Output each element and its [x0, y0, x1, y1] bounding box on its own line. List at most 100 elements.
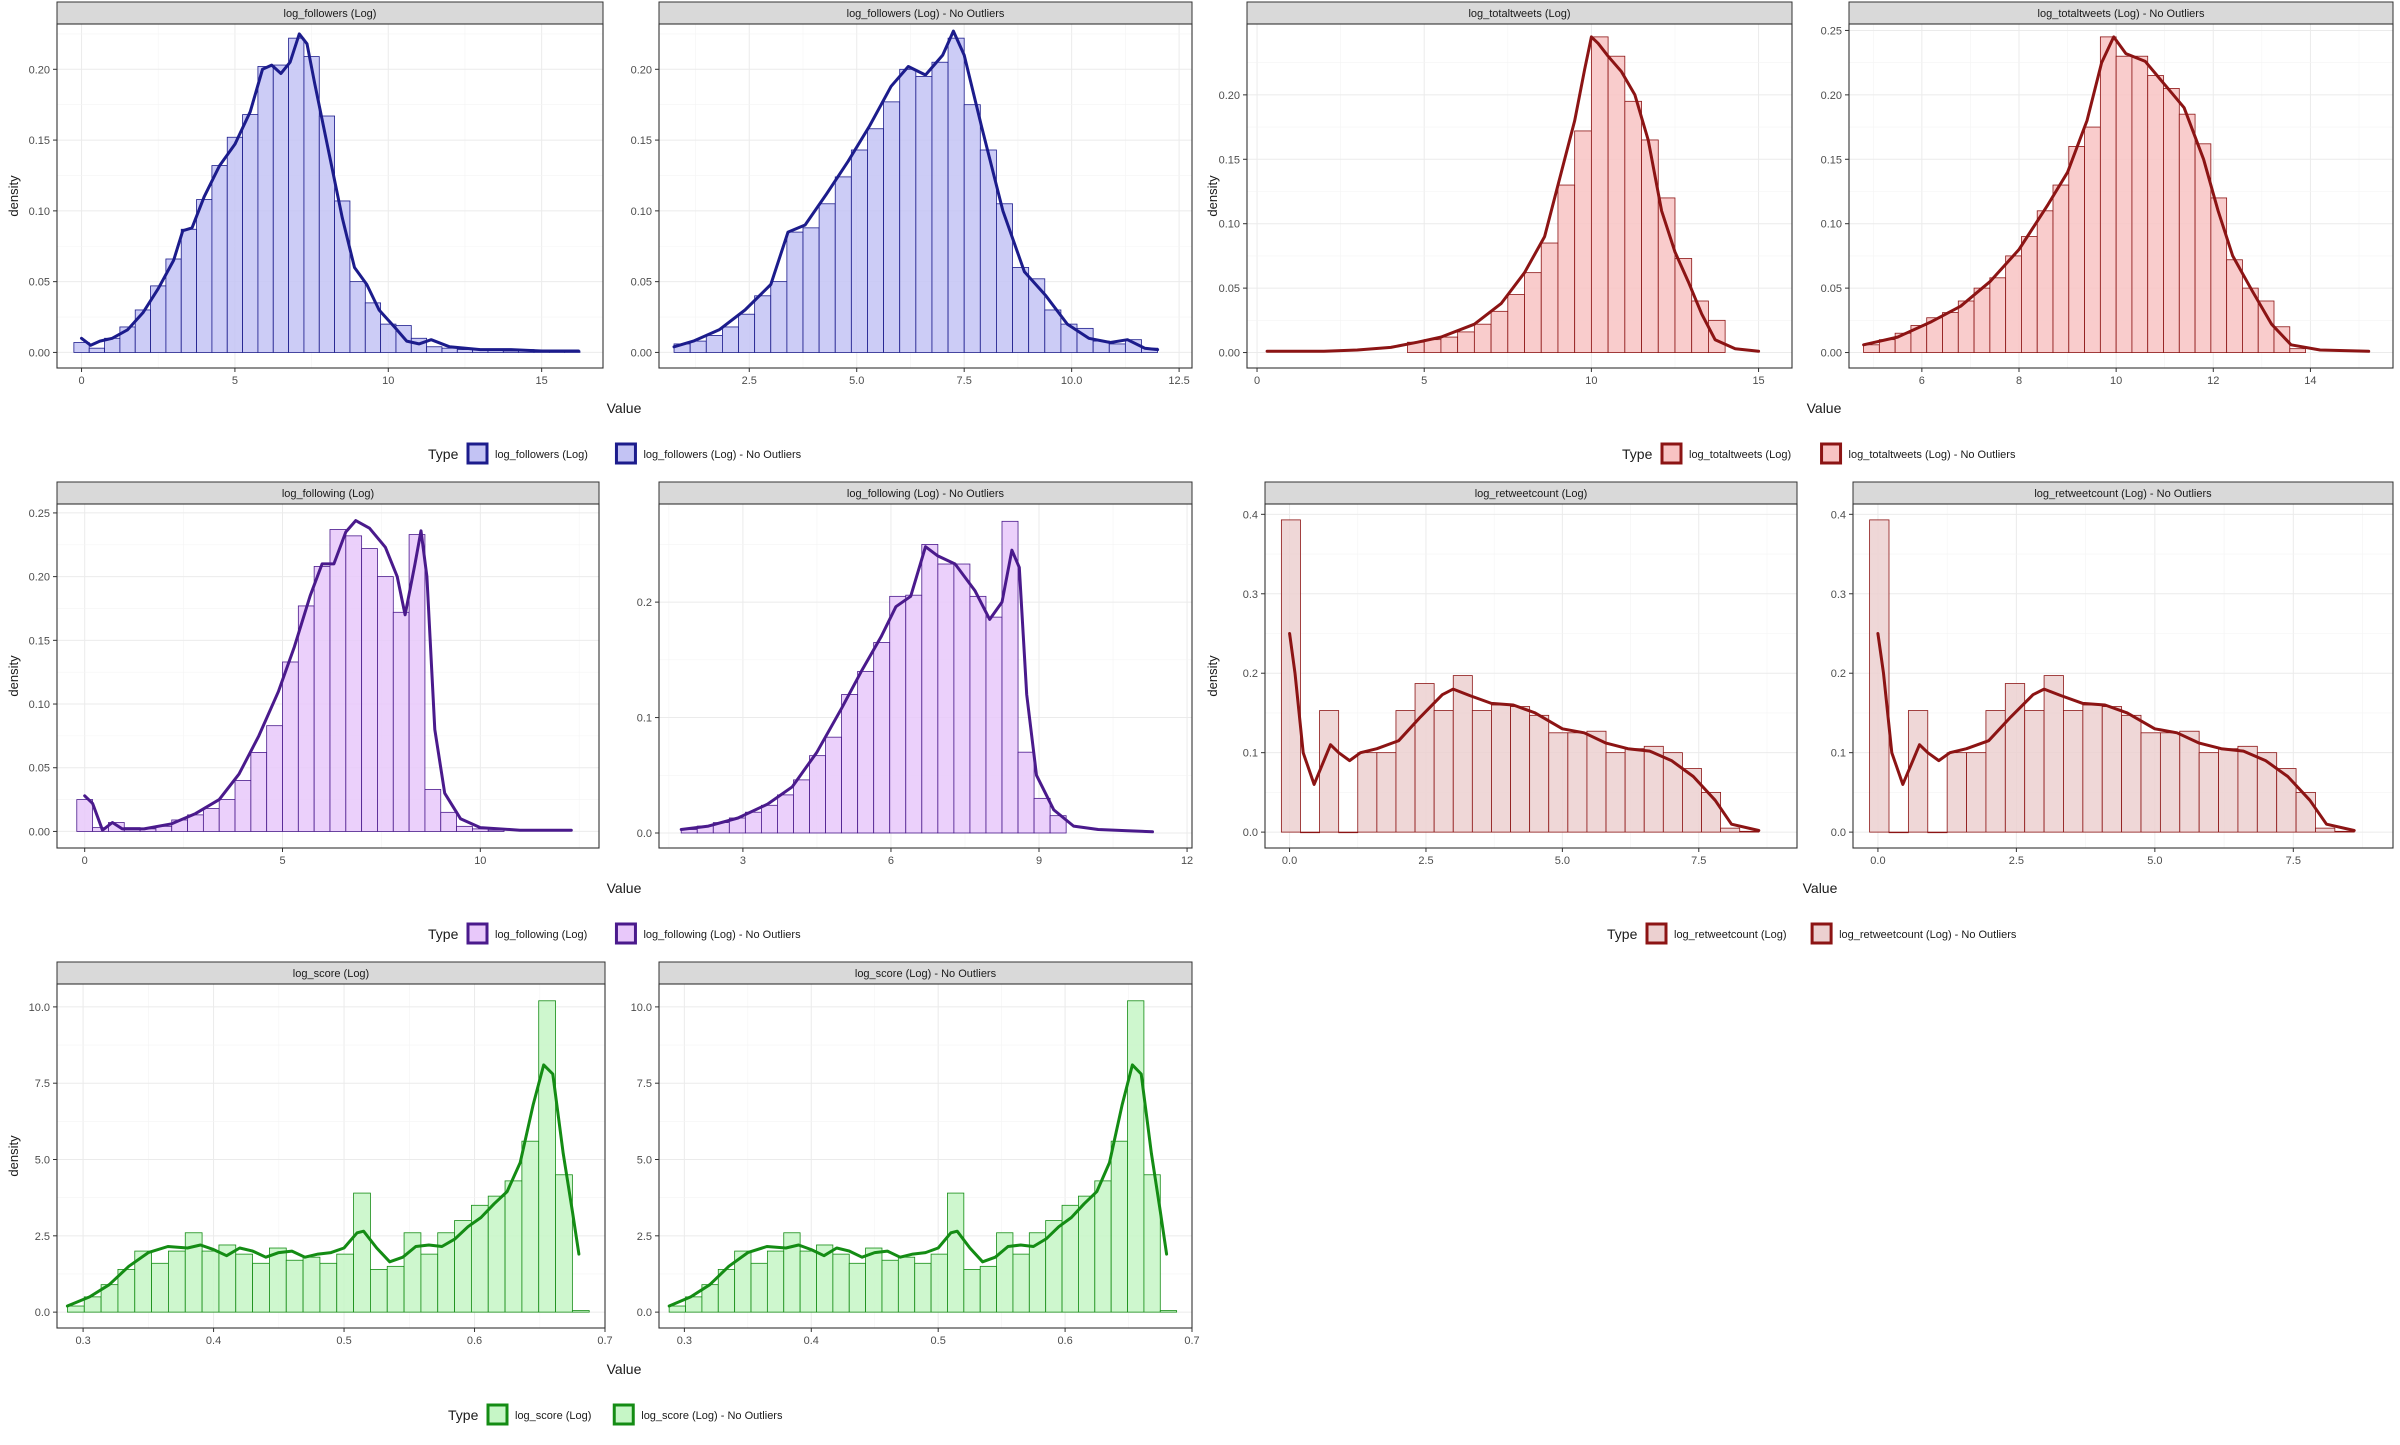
legend: Type log_following (Log) log_following (Lo…: [428, 922, 801, 945]
x-tick-label: 0.4: [804, 1335, 819, 1347]
y-axis: 0.0 0.1 0.2: [637, 597, 659, 840]
x-tick-label: 0.5: [336, 1335, 351, 1347]
y-tick-label: 0.0: [637, 828, 652, 840]
histogram-bars: [1280, 519, 1760, 834]
legend-swatch: [1660, 442, 1683, 465]
facet-title: log_retweetcount (Log): [1475, 488, 1588, 500]
histogram-bar: [867, 128, 884, 353]
histogram-bar: [738, 313, 756, 353]
y-axis: 0.0 2.5 5.0 7.5 10.0: [29, 1002, 57, 1319]
y-axis-title: density: [6, 655, 21, 697]
x-axis: 0 5 10: [82, 848, 486, 867]
facet-title: log_followers (Log): [284, 8, 377, 20]
density-curve: [65, 1063, 581, 1308]
x-axis-title: Value: [607, 880, 642, 896]
y-tick-label: 0.20: [29, 64, 50, 76]
y-tick-label: 0.00: [29, 347, 50, 359]
panel-border: [1848, 23, 2394, 369]
histogram-bar: [318, 115, 336, 353]
histogram-bar: [2036, 210, 2054, 353]
histogram-bar: [1510, 706, 1531, 833]
histogram-bar: [889, 595, 907, 834]
legend-swatch: [1810, 922, 1833, 945]
histogram-bar: [1662, 752, 1683, 833]
y-tick-label: 0.15: [1219, 154, 1240, 166]
x-tick-label: 15: [1752, 375, 1764, 387]
histogram-bar: [1548, 732, 1569, 833]
facet-title: log_totaltweets (Log): [1468, 8, 1570, 20]
histogram-bar: [1624, 748, 1645, 833]
panel-border: [56, 503, 600, 849]
histogram-bar: [1143, 1174, 1161, 1313]
chart-group-totaltweets: log_totaltweets (Log)0 5 10 150.000.050.100…: [1205, 1, 2394, 465]
histogram-bar: [272, 64, 289, 353]
histogram-bar: [426, 346, 443, 353]
legend-label: log_score (Log): [515, 1410, 591, 1422]
histogram-bar: [1457, 331, 1475, 353]
chart-group-retweetcount: log_retweetcount (Log) 0.0 2.5 5.0 7.5 0.0 0.1…: [1205, 481, 2394, 945]
histogram-bar: [218, 799, 236, 832]
histogram-bar: [1280, 519, 1301, 833]
y-axis-title: density: [6, 1135, 21, 1177]
histogram-bar: [1989, 277, 2007, 353]
histogram-bar: [777, 794, 794, 834]
y-tick-label: 0.20: [631, 64, 652, 76]
histogram-bar: [226, 136, 243, 353]
y-tick-label: 0.05: [29, 763, 50, 775]
histogram-bar: [1049, 815, 1067, 834]
histogram-bar: [211, 165, 228, 353]
y-tick-label: 0.1: [1243, 748, 1258, 760]
histogram-bar: [963, 104, 981, 353]
x-tick-label: 0.0: [1282, 855, 1297, 867]
y-tick-label: 0.20: [1219, 90, 1240, 102]
histogram-bar: [1440, 336, 1459, 353]
histogram-bar: [1094, 1180, 1112, 1313]
histogram-bar: [151, 1262, 169, 1313]
histogram-bar: [1395, 710, 1416, 833]
x-tick-label: 10: [474, 855, 486, 867]
x-tick-label: 5: [232, 375, 238, 387]
y-tick-label: 10.0: [29, 1002, 50, 1014]
histogram-bar: [202, 808, 220, 832]
histogram-bar: [196, 199, 213, 353]
y-axis: 0.0 0.1 0.2 0.3 0.4: [1831, 509, 1853, 839]
y-tick-label: 0.05: [631, 277, 652, 289]
density-curve: [1876, 632, 2356, 832]
y-tick-label: 0.00: [1821, 348, 1842, 360]
histogram-bar: [521, 1140, 540, 1313]
density-curve: [1265, 35, 1761, 353]
histogram-bar: [1657, 197, 1676, 353]
y-tick-label: 0.1: [637, 713, 652, 725]
y-tick-label: 0.10: [29, 699, 50, 711]
panel-border: [1264, 503, 1798, 849]
y-axis: 0.00 0.05 0.10 0.15 0.20: [1219, 90, 1247, 360]
x-tick-label: 12: [1181, 855, 1193, 867]
histogram-bar: [937, 563, 955, 834]
legend-title: Type: [428, 926, 459, 942]
x-tick-label: 10.0: [1061, 375, 1082, 387]
x-axis: 0.3 0.4 0.5 0.6 0.7: [677, 1328, 1200, 1347]
histogram-bar: [336, 1253, 354, 1313]
histogram-bar: [420, 1253, 439, 1313]
histogram-bar: [1985, 710, 2006, 833]
histogram-bar: [905, 594, 923, 834]
histogram-bar: [2256, 752, 2278, 833]
y-tick-label: 0.25: [1821, 25, 1842, 37]
histogram-bar: [1946, 752, 1967, 833]
histogram-bar: [1739, 830, 1760, 833]
histogram-bar: [921, 544, 939, 834]
histogram-bar: [850, 149, 868, 353]
histogram-bar: [1966, 752, 1987, 833]
histogram-bar: [392, 611, 410, 832]
y-tick-label: 2.5: [35, 1231, 50, 1243]
histogram-bar: [1012, 267, 1030, 353]
histogram-bar: [1590, 36, 1609, 353]
histogram-bar: [1524, 272, 1542, 353]
y-tick-label: 0.05: [1821, 283, 1842, 295]
histogram-bar: [1888, 831, 1909, 834]
histogram-bar: [408, 534, 426, 832]
x-axis: 3 6 9 12: [740, 848, 1193, 867]
histogram-bar: [1957, 300, 1975, 353]
histogram-bar: [881, 1259, 899, 1313]
histogram-bar: [1108, 343, 1126, 353]
